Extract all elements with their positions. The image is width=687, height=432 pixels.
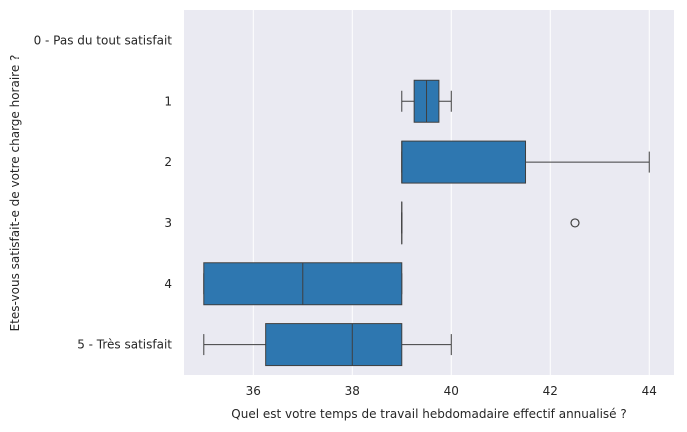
x-tick-label: 36 [246, 384, 261, 398]
y-tick-label: 0 - Pas du tout satisfait [34, 33, 173, 47]
x-tick-label: 44 [642, 384, 657, 398]
y-tick-label: 4 [164, 277, 172, 291]
y-axis-label: Etes-vous satisfait-e de votre charge ho… [8, 55, 22, 332]
x-tick-labels: 36 38 40 42 44 [246, 384, 657, 398]
box [401, 140, 527, 184]
x-tick-label: 42 [543, 384, 558, 398]
y-tick-label: 5 - Très satisfait [77, 338, 172, 352]
grid-lines [252, 10, 650, 375]
x-axis-label: Quel est votre temps de travail hebdomad… [231, 407, 626, 421]
x-tick-label: 38 [345, 384, 360, 398]
y-tick-label: 3 [164, 216, 172, 230]
x-tick-label: 40 [444, 384, 459, 398]
outlier-point [570, 218, 580, 228]
boxes [203, 79, 650, 367]
plot-background [184, 10, 674, 375]
y-tick-label: 1 [164, 94, 172, 108]
box [265, 323, 403, 367]
y-tick-labels: 0 - Pas du tout satisfait 1 2 3 4 5 - Très sa… [34, 33, 173, 351]
y-tick-label: 2 [164, 155, 172, 169]
